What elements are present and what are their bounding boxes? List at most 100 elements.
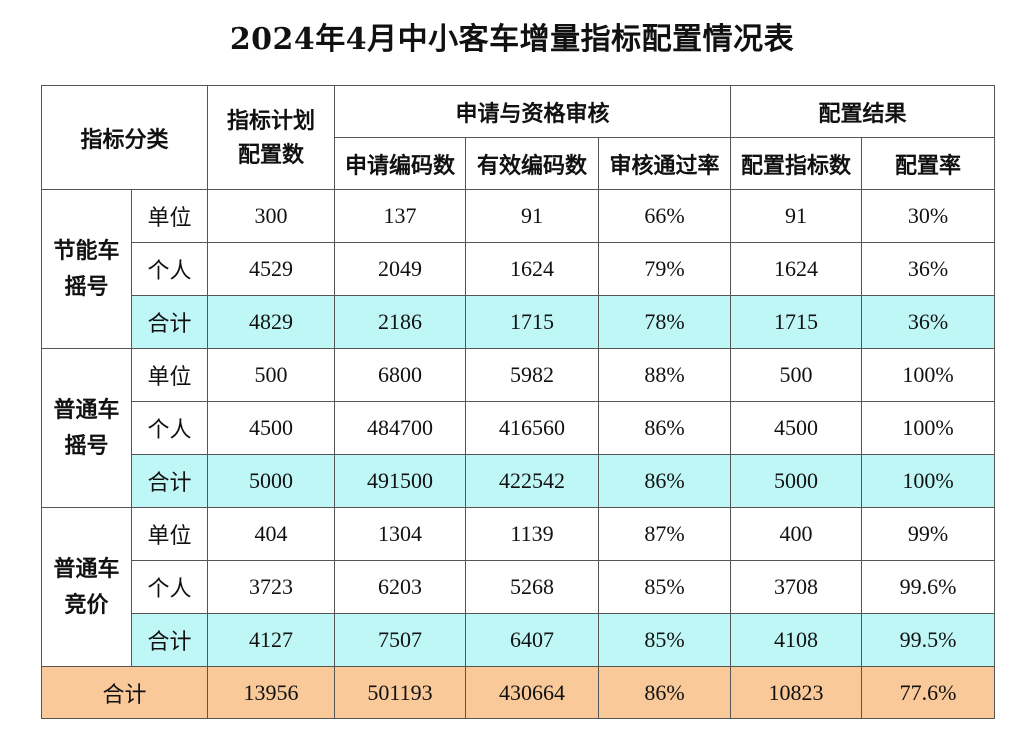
page-title: 2024年4月中小客车增量指标配置情况表 [229, 22, 795, 57]
header-category: 指标分类 [40, 85, 209, 190]
cell-pass-rate: 86% [598, 454, 732, 508]
row-type: 单位 [130, 507, 209, 561]
header-group-result: 配置结果 [730, 85, 996, 138]
cell-valid: 416560 [465, 401, 600, 455]
cell-alloc: 3708 [730, 560, 863, 614]
cell-plan: 4829 [207, 295, 336, 349]
category-line2: 竞价 [64, 592, 109, 618]
row-type: 个人 [130, 560, 209, 614]
category-label: 普通车 竞价 [41, 507, 132, 667]
category-label: 普通车 摇号 [41, 348, 132, 508]
table-row: 普通车 竞价 单位 404 1304 1139 87% 400 99% [41, 507, 996, 667]
cell-alloc: 4500 [730, 401, 863, 455]
cell-apply: 2049 [334, 242, 467, 296]
table-row: 个人 3723 6203 5268 85% 3708 99.6% [42, 560, 996, 614]
cell-valid: 1139 [465, 507, 600, 561]
cell-pass-rate: 85% [598, 613, 732, 667]
total-plan: 13956 [207, 666, 336, 719]
cell-pass-rate: 78% [598, 295, 732, 349]
cell-alloc-rate: 36% [861, 242, 996, 296]
header-plan-line1: 指标计划 [227, 107, 316, 134]
cell-plan: 404 [207, 507, 336, 561]
header-alloc: 配置指标数 [730, 137, 863, 190]
cell-apply: 1304 [334, 507, 467, 561]
table-row: 节能车 摇号 单位 300 137 91 66% 91 30% [41, 189, 996, 349]
cell-valid: 91 [465, 189, 600, 243]
cell-valid: 422542 [465, 454, 600, 508]
cell-pass-rate: 88% [598, 348, 732, 402]
total-label: 合计 [40, 666, 209, 719]
cell-valid: 5982 [465, 348, 600, 402]
cell-apply: 2186 [334, 295, 467, 349]
row-type: 单位 [130, 348, 209, 402]
cell-plan: 3723 [207, 560, 336, 614]
row-type: 个人 [130, 242, 209, 296]
cell-valid: 6407 [465, 613, 600, 667]
cell-alloc-rate: 100% [861, 401, 996, 455]
cell-pass-rate: 66% [598, 189, 732, 243]
cell-alloc-rate: 99.6% [861, 560, 996, 614]
cell-alloc-rate: 100% [861, 454, 996, 508]
cell-pass-rate: 79% [598, 242, 732, 296]
total-alloc-rate: 77.6% [861, 666, 996, 719]
category-label: 节能车 摇号 [41, 189, 132, 349]
category-line1: 普通车 [53, 397, 120, 423]
cell-alloc-rate: 99% [861, 507, 996, 561]
cell-valid: 1715 [465, 295, 600, 349]
cell-plan: 300 [207, 189, 336, 243]
cell-alloc: 5000 [730, 454, 863, 508]
cell-alloc-rate: 100% [861, 348, 996, 402]
cell-apply: 491500 [334, 454, 467, 508]
header-valid: 有效编码数 [465, 137, 600, 190]
header-plan-line2: 配置数 [238, 141, 305, 168]
cell-plan: 4529 [207, 242, 336, 296]
cell-plan: 5000 [207, 454, 336, 508]
cell-alloc: 1715 [730, 295, 863, 349]
row-type: 合计 [130, 454, 209, 508]
row-type: 个人 [130, 401, 209, 455]
row-type: 单位 [130, 189, 209, 243]
cell-alloc: 400 [730, 507, 863, 561]
cell-apply: 484700 [334, 401, 467, 455]
table-row: 个人 4500 484700 416560 86% 4500 100% [42, 401, 996, 455]
header-group-application: 申请与资格审核 [334, 85, 732, 138]
cell-plan: 500 [207, 348, 336, 402]
cell-pass-rate: 85% [598, 560, 732, 614]
row-type: 合计 [130, 613, 209, 667]
cell-alloc-rate: 30% [861, 189, 996, 243]
cell-valid: 5268 [465, 560, 600, 614]
cell-plan: 4500 [207, 401, 336, 455]
category-line2: 摇号 [64, 433, 109, 459]
table-row: 个人 4529 2049 1624 79% 1624 36% [42, 242, 996, 296]
cell-alloc-rate: 99.5% [861, 613, 996, 667]
table-row: 普通车 摇号 单位 500 6800 5982 88% 500 100% [41, 348, 996, 508]
total-pass-rate: 86% [598, 666, 732, 719]
total-valid: 430664 [465, 666, 600, 719]
header-apply: 申请编码数 [334, 137, 467, 190]
cell-apply: 7507 [334, 613, 467, 667]
header-pass-rate: 审核通过率 [598, 137, 732, 190]
cell-alloc: 91 [730, 189, 863, 243]
row-type: 合计 [130, 295, 209, 349]
cell-alloc: 1624 [730, 242, 863, 296]
cell-apply: 137 [334, 189, 467, 243]
cell-alloc-rate: 36% [861, 295, 996, 349]
cell-valid: 1624 [465, 242, 600, 296]
cell-pass-rate: 86% [598, 401, 732, 455]
grand-total-row: 合计 13956 501193 430664 86% 10823 77.6% [40, 666, 996, 719]
subtotal-row: 合计 4829 2186 1715 78% 1715 36% [42, 295, 996, 349]
category-line1: 节能车 [53, 238, 120, 264]
total-apply: 501193 [334, 666, 467, 719]
cell-pass-rate: 87% [598, 507, 732, 561]
header-alloc-rate: 配置率 [861, 137, 996, 190]
cell-apply: 6203 [334, 560, 467, 614]
category-line2: 摇号 [64, 274, 109, 300]
allocation-table: 指标分类 指标计划 配置数 申请与资格审核 配置结果 申请编码数 有效编码数 审… [40, 85, 996, 719]
cell-alloc: 4108 [730, 613, 863, 667]
subtotal-row: 合计 5000 491500 422542 86% 5000 100% [42, 454, 996, 508]
total-alloc: 10823 [730, 666, 863, 719]
cell-apply: 6800 [334, 348, 467, 402]
header-plan: 指标计划 配置数 [207, 85, 336, 190]
category-line1: 普通车 [53, 556, 120, 582]
cell-alloc: 500 [730, 348, 863, 402]
